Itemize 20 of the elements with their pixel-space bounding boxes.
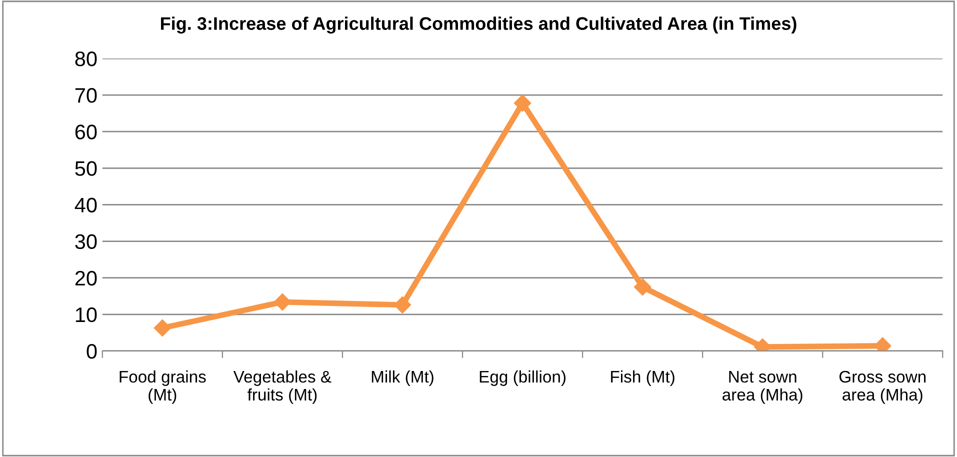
chart-title: Fig. 3:Increase of Agricultural Commodities and Cultivated Area (in Times): [161, 16, 796, 34]
y-tick-label: 0: [86, 344, 97, 359]
y-tick-label: 20: [75, 270, 97, 286]
y-tick-label: 80: [75, 51, 97, 66]
point: [514, 94, 532, 112]
x-tick-label: Food grains (Mt): [120, 370, 206, 404]
y-tick-label: 50: [75, 161, 97, 176]
x-tick-label: Milk (Mt): [372, 370, 434, 386]
x-tick-label: Fish (Mt): [611, 370, 674, 386]
y-tick-label: 10: [76, 307, 97, 322]
y-tick-label: 30: [75, 234, 97, 250]
y-tick-label: 70: [75, 88, 97, 103]
x-tick-label: Gross sown area (Mha): [839, 370, 926, 404]
y-tick-label: 60: [75, 124, 97, 140]
point: [154, 319, 171, 336]
point: [634, 278, 652, 296]
y-tick-label: 40: [74, 198, 97, 212]
x-tick-label: Vegetables & fruits (Mt): [233, 370, 332, 404]
x-tick-label: Net sown area (Mha): [722, 371, 802, 404]
x-tick-label: Egg (billion): [480, 370, 566, 386]
